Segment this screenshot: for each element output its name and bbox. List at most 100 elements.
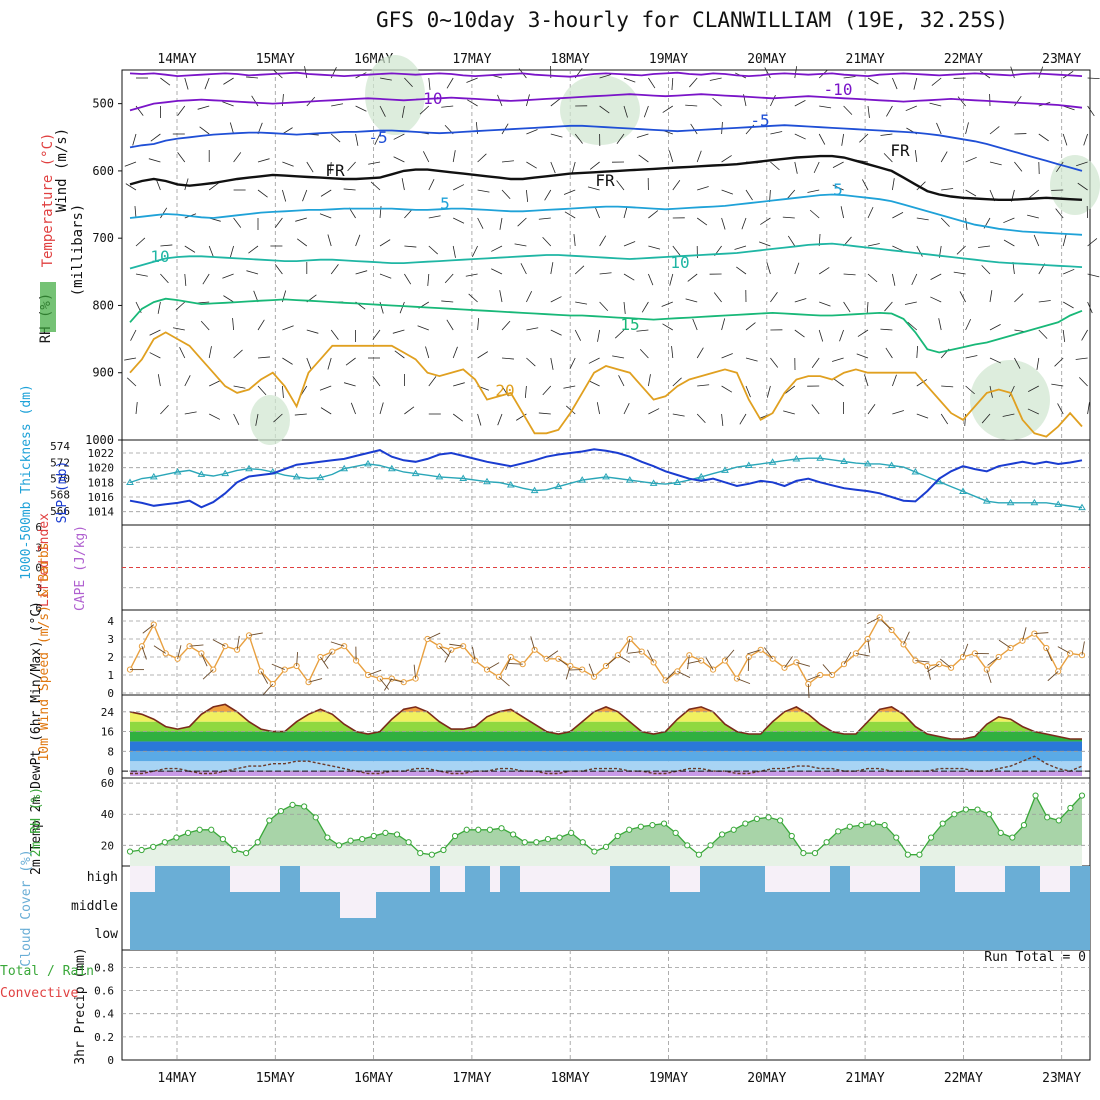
wind-barb-10m (248, 632, 263, 636)
rh-point (312, 814, 319, 821)
rh-point (730, 826, 737, 833)
contour-label: -5 (750, 111, 769, 130)
wind-barb (177, 105, 186, 116)
rh-point (289, 801, 296, 808)
wind-barb (1003, 239, 1015, 247)
wind-barb (696, 150, 702, 163)
wind-barb (197, 105, 210, 110)
thickness-marker (1054, 500, 1063, 507)
wind-barb-10m (962, 643, 969, 658)
wind-barb (669, 273, 674, 286)
wind-barb (477, 413, 482, 426)
wind-barb-10m (665, 670, 676, 681)
wind-barb (965, 156, 977, 163)
wind-barb (978, 245, 991, 248)
wind-barb (1003, 217, 1015, 224)
wind-barb (372, 376, 381, 387)
wind-barb (907, 321, 918, 331)
wind-barb (282, 94, 284, 107)
wind-barb (916, 245, 923, 257)
wind-barb (641, 301, 649, 313)
rh-point (893, 834, 900, 841)
wind-barb (597, 329, 600, 342)
wind-barb-10m (617, 654, 631, 663)
wind-barb (499, 290, 503, 303)
wind-barb (696, 217, 708, 226)
wind-barb (550, 98, 561, 107)
wind-barb (832, 184, 844, 191)
wind-barb (636, 329, 649, 332)
rh-point (1078, 792, 1086, 799)
wind-barb-10m (747, 649, 761, 655)
wind-barb-10m (986, 669, 992, 684)
wind-barb (343, 382, 356, 387)
thickness-marker (602, 472, 610, 480)
rh-point (1032, 792, 1039, 799)
wind-barb (343, 188, 356, 191)
rh-point (254, 839, 261, 846)
wind-barb (745, 385, 751, 398)
rh-point (800, 850, 807, 857)
wind-barb (867, 206, 874, 219)
wind-barb-10m (687, 655, 690, 670)
rh-point (533, 839, 540, 846)
rh-area-dark (130, 795, 1082, 846)
wind-barb (477, 189, 490, 193)
cloud-gap (520, 866, 610, 892)
wind-barb (404, 273, 412, 285)
rh-point (904, 851, 911, 858)
thickness-marker (387, 464, 396, 472)
wind-barb (538, 412, 551, 415)
rh-point (347, 837, 354, 844)
thickness-marker (1078, 503, 1086, 511)
wind-barb (282, 189, 287, 202)
rh-tick-label: 40 (101, 808, 114, 821)
cloud-level-label: high (87, 870, 118, 885)
wind-barb (594, 206, 600, 219)
rh-point (602, 843, 610, 850)
wind-barb-10m (1045, 647, 1053, 662)
wind-barb (713, 292, 722, 303)
contour-label: -5 (368, 128, 387, 147)
wind-barb (550, 357, 554, 370)
date-label-top: 20MAY (747, 52, 786, 67)
wind-barb (1014, 293, 1024, 303)
wind-barb (124, 161, 137, 167)
wind-barb (132, 133, 137, 146)
contour-label: FR (325, 161, 345, 180)
wind-speed-point (341, 643, 348, 650)
wind-barb-10m (142, 624, 155, 634)
cloud-gap (300, 866, 430, 892)
cloud-axis-label: Cloud Cover (%) (19, 849, 34, 966)
wind-barb (452, 413, 464, 422)
wind-barb (526, 129, 538, 135)
wind-barb (295, 217, 307, 222)
rh-point (161, 839, 168, 846)
wind-barb (135, 273, 148, 277)
wind-barb (550, 296, 562, 303)
rh-point (939, 820, 946, 827)
cloud-gap (765, 866, 830, 892)
wind-barb (867, 77, 879, 85)
wind-barb (248, 245, 259, 254)
wind-barb (648, 210, 659, 219)
thickness-marker (959, 487, 967, 494)
rh-point (742, 820, 749, 827)
wind-barb (1087, 301, 1093, 314)
wind-barb (1077, 182, 1088, 191)
wind-barb (636, 133, 649, 138)
wind-barb (550, 161, 556, 174)
wind-barb (422, 151, 430, 163)
wind-barb (345, 357, 356, 366)
rh-point (150, 843, 157, 850)
wind-barb (662, 323, 674, 331)
temp-tick-label: 24 (101, 706, 115, 719)
wind-barb (574, 265, 585, 275)
wind-barb (404, 245, 417, 248)
wind-barb (282, 127, 293, 135)
wind-barb (319, 213, 332, 219)
wind-barb (501, 160, 514, 163)
wind-barb (1038, 329, 1048, 339)
wind-barb (1051, 383, 1064, 387)
cloud-level-label: middle (71, 899, 118, 914)
